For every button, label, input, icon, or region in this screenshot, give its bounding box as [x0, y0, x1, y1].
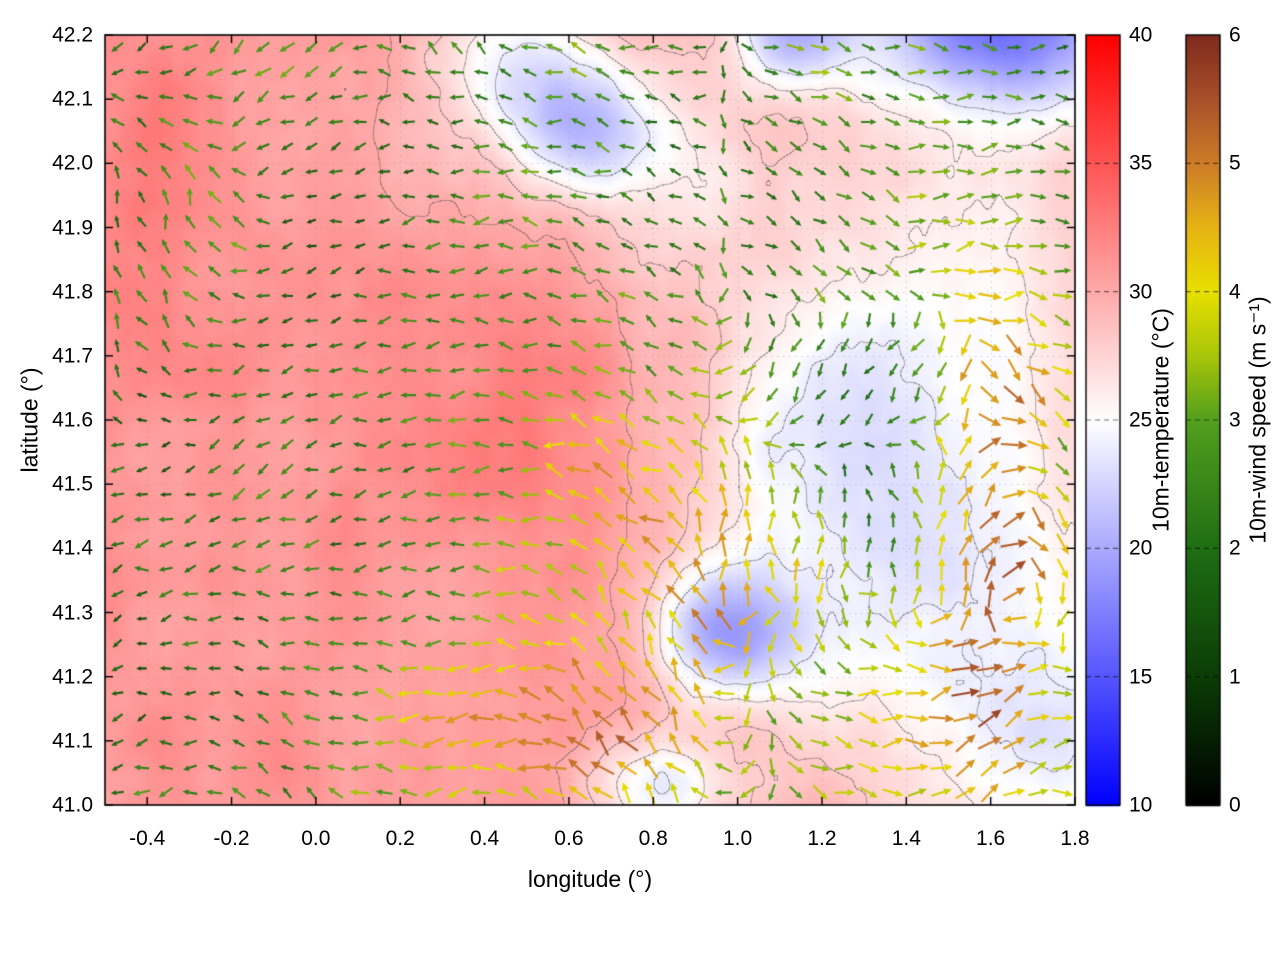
y-tick-label: 42.2	[52, 23, 93, 47]
x-tick-label: 0.0	[301, 827, 331, 850]
y-tick-label: 41.1	[52, 729, 93, 753]
y-tick-label: 42.0	[52, 151, 93, 175]
x-tick-label: 1.4	[891, 827, 921, 850]
x-tick-label: 0.2	[385, 827, 415, 850]
x-tick-label: 1.6	[976, 827, 1006, 850]
y-tick-label: 41.0	[52, 793, 93, 817]
wind-colorbar-tick-label: 1	[1229, 665, 1241, 689]
y-tick-label: 41.8	[52, 280, 93, 304]
x-tick-label: 1.2	[807, 827, 837, 850]
y-tick-label: 41.2	[52, 665, 93, 689]
x-axis-title: longitude (°)	[527, 866, 653, 892]
x-tick-label: 1.8	[1060, 827, 1090, 850]
wind-colorbar-tick-label: 2	[1229, 536, 1241, 560]
wind-colorbar-tick-label: 6	[1229, 23, 1241, 47]
x-tick-label: -0.2	[213, 827, 250, 850]
temp-colorbar-tick-label: 35	[1129, 151, 1153, 175]
y-tick-label: 41.9	[52, 216, 93, 239]
temp-colorbar-tick-label: 20	[1129, 536, 1153, 560]
x-tick-label: 1.0	[722, 827, 753, 850]
y-tick-label: 41.5	[52, 472, 93, 496]
wind-colorbar-tick-label: 0	[1229, 793, 1241, 817]
wind-colorbar-tick-label: 3	[1229, 408, 1241, 432]
temp-colorbar-tick-label: 40	[1129, 23, 1153, 47]
temp-colorbar-tick-label: 15	[1129, 665, 1153, 689]
temp-colorbar-tick-label: 25	[1129, 408, 1153, 432]
temp-colorbar-tick-label: 30	[1129, 280, 1153, 304]
x-tick-label: 0.8	[638, 827, 668, 850]
x-tick-label: 0.4	[469, 827, 500, 850]
y-tick-label: 41.4	[52, 536, 93, 560]
temp-colorbar-tick-label: 10	[1129, 793, 1153, 817]
temperature-colorbar-title: 10m-temperature (°C)	[1147, 308, 1174, 532]
x-tick-label: -0.4	[129, 827, 166, 850]
y-tick-label: 41.7	[52, 344, 93, 368]
wind-colorbar-title: 10m-wind speed (m s⁻¹)	[1244, 296, 1271, 544]
x-tick-label: 0.6	[554, 827, 584, 850]
y-tick-label: 42.1	[52, 87, 93, 111]
wind-colorbar-tick-label: 4	[1229, 280, 1241, 304]
wind-colorbar-tick-label: 5	[1229, 151, 1241, 175]
y-tick-label: 41.6	[52, 408, 93, 432]
y-axis-title: latitude (°)	[16, 367, 43, 473]
y-tick-label: 41.3	[52, 601, 93, 624]
